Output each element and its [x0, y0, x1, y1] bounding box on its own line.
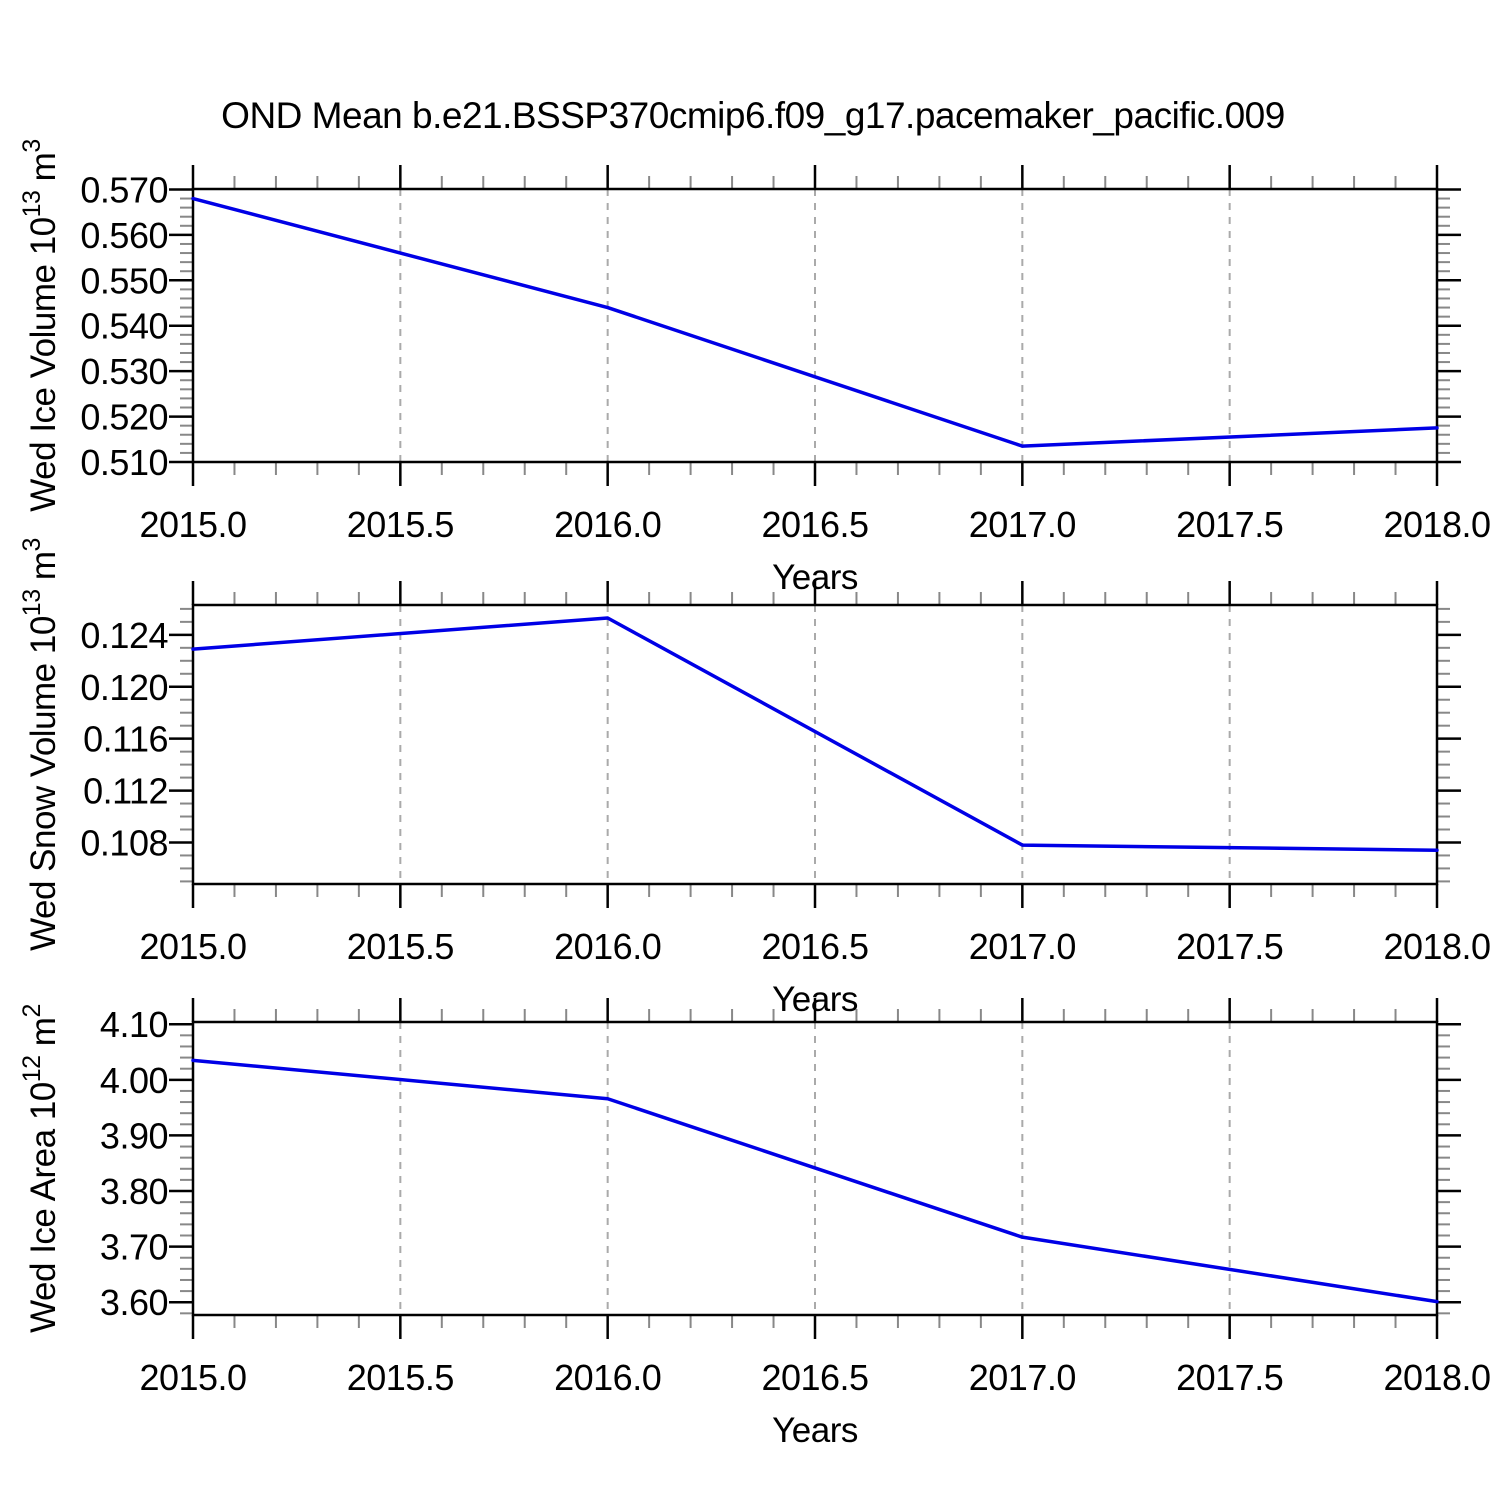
ytick-label: 0.124	[80, 615, 168, 656]
xtick-label: 2015.5	[347, 926, 454, 967]
ytick-label: 0.112	[83, 771, 168, 812]
xtick-label: 2018.0	[1383, 926, 1490, 967]
xtick-label: 2015.0	[139, 1357, 246, 1398]
xtick-label: 2017.0	[969, 504, 1076, 545]
ytick-label: 0.116	[83, 719, 168, 760]
data-line	[191, 196, 1439, 448]
ytick-label: 3.90	[100, 1115, 168, 1156]
xtick-label: 2015.5	[347, 1357, 454, 1398]
xtick-label: 2016.0	[554, 926, 661, 967]
xtick-label: 2016.5	[761, 1357, 868, 1398]
ytick-label: 0.510	[80, 442, 168, 483]
xtick-label: 2017.0	[969, 1357, 1076, 1398]
data-line	[191, 1058, 1439, 1304]
ytick-label: 0.120	[80, 667, 168, 708]
xtick-label: 2015.0	[139, 504, 246, 545]
xtick-label: 2016.0	[554, 504, 661, 545]
xtick-label: 2015.5	[347, 504, 454, 545]
xtick-label: 2016.5	[761, 504, 868, 545]
xtick-label: 2018.0	[1383, 1357, 1490, 1398]
xtick-label: 2016.0	[554, 1357, 661, 1398]
xtick-label: 2015.0	[139, 926, 246, 967]
ytick-label: 0.540	[80, 306, 168, 347]
ytick-label: 0.520	[80, 397, 168, 438]
y-axis-title: Wed Ice Area 1012 m2	[18, 1004, 63, 1333]
ytick-label: 3.70	[100, 1227, 168, 1268]
ytick-label: 0.530	[80, 351, 168, 392]
figure-title: OND Mean b.e21.BSSP370cmip6.f09_g17.pace…	[221, 95, 1285, 136]
xtick-label: 2018.0	[1383, 504, 1490, 545]
ytick-label: 0.560	[80, 215, 168, 256]
xtick-label: 2017.0	[969, 926, 1076, 967]
ytick-label: 4.00	[100, 1060, 168, 1101]
ytick-label: 3.60	[100, 1282, 168, 1323]
plot-box	[191, 1020, 1439, 1317]
y-axis-title: Wed Ice Volume 1013 m3	[18, 139, 63, 511]
ytick-label: 3.80	[100, 1171, 168, 1212]
data-line	[191, 616, 1439, 853]
xtick-label: 2017.5	[1176, 504, 1283, 545]
ytick-label: 0.550	[80, 260, 168, 301]
chart-3: 3.60 3.70 3.80 3.90 4.00 4.10 2015.0 2015.5 2016…	[18, 998, 1491, 1450]
ytick-label: 0.108	[80, 822, 168, 863]
xtick-label: 2016.5	[761, 926, 868, 967]
y-axis-title: Wed Snow Volume 1013 m3	[18, 538, 63, 951]
xtick-label: 2017.5	[1176, 926, 1283, 967]
chart-2: 0.108 0.112 0.116 0.120 0.124 2015.0 2015.5 201…	[18, 538, 1491, 1019]
ytick-label: 4.10	[100, 1004, 168, 1045]
xtick-label: 2017.5	[1176, 1357, 1283, 1398]
plot-box	[191, 187, 1439, 464]
ytick-label: 0.570	[80, 169, 168, 210]
plot-box	[191, 603, 1439, 886]
x-axis-title: Years	[772, 1411, 858, 1450]
